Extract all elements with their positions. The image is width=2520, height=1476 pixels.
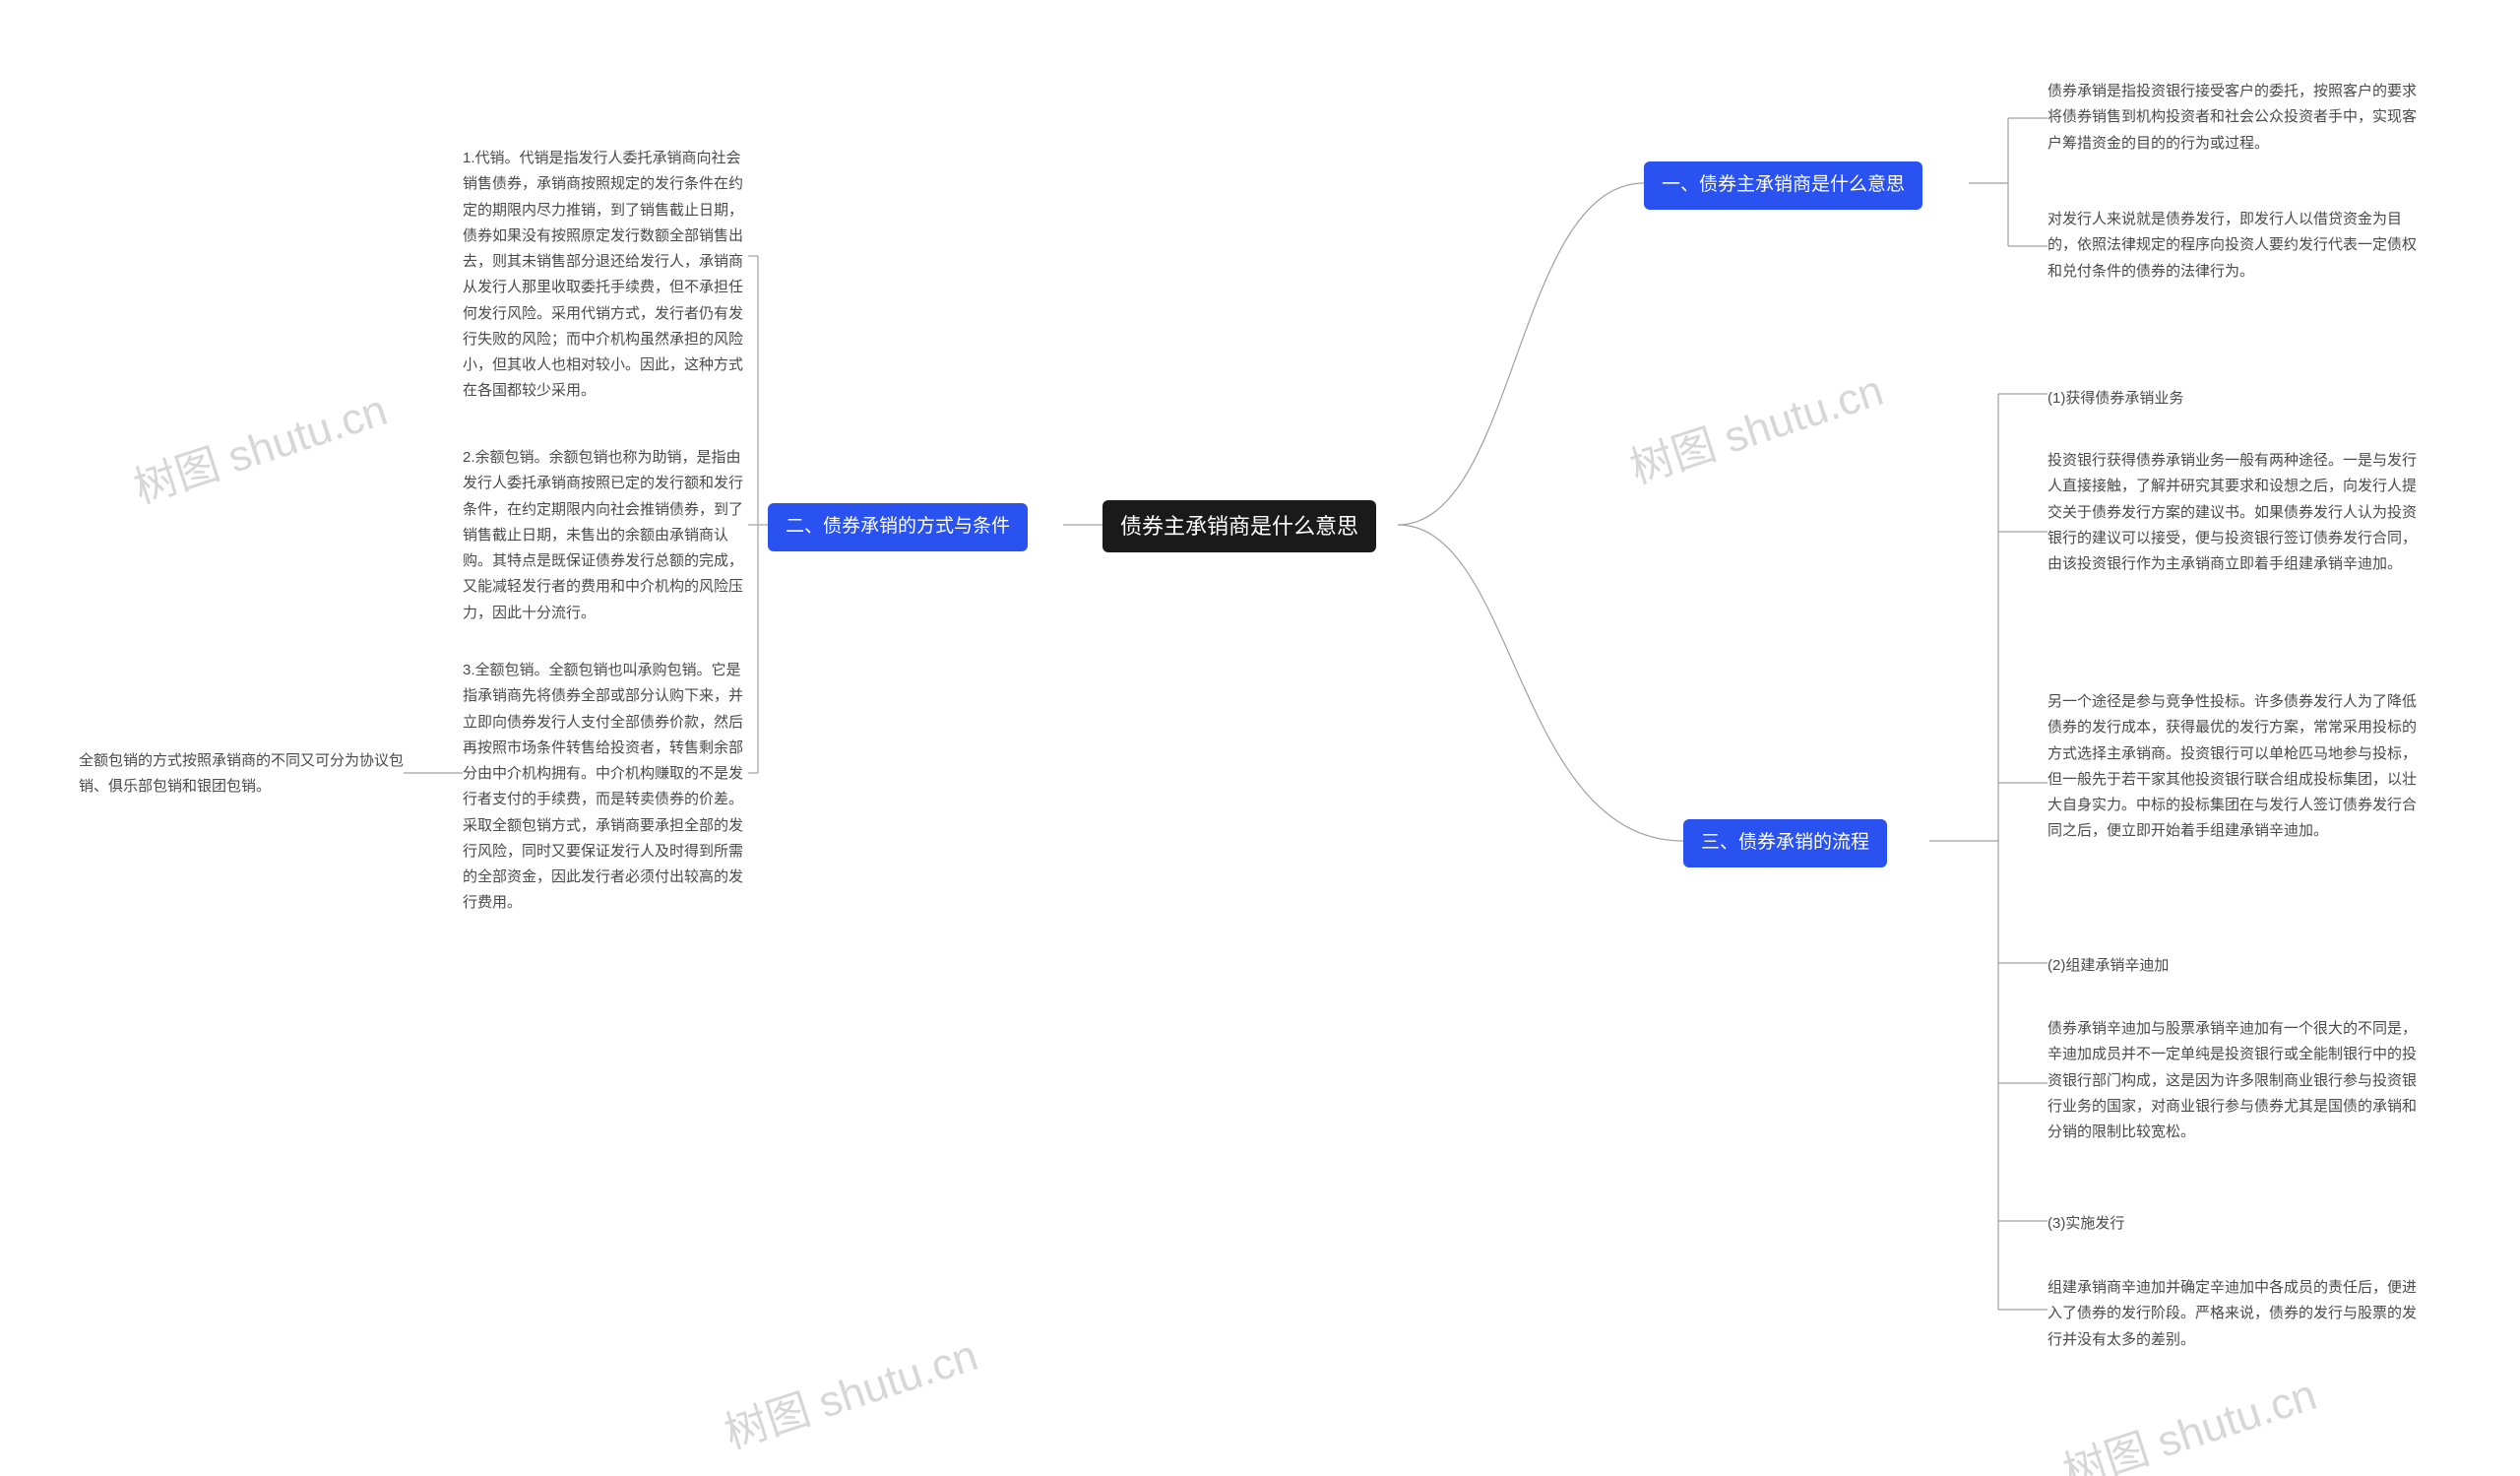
watermark: 树图 shutu.cn: [716, 1319, 984, 1460]
branch-1-leaf-1: 债券承销是指投资银行接受客户的委托，按照客户的要求将债券销售到机构投资者和社会公…: [2048, 79, 2422, 157]
branch-2-leaf-3-sub: 全额包销的方式按照承销商的不同又可分为协议包销、俱乐部包销和银团包销。: [79, 748, 404, 801]
branch-1-leaf-2: 对发行人来说就是债券发行，即发行人以借贷资金为目的，依照法律规定的程序向投资人要…: [2048, 207, 2422, 285]
root-node[interactable]: 债券主承销商是什么意思: [1102, 500, 1376, 552]
branch-3-leaf-4: (2)组建承销辛迪加: [2048, 953, 2422, 979]
branch-2-leaf-1: 1.代销。代销是指发行人委托承销商向社会销售债券，承销商按照规定的发行条件在约定…: [463, 146, 748, 405]
branch-3[interactable]: 三、债券承销的流程: [1683, 819, 1887, 867]
watermark: 树图 shutu.cn: [125, 374, 394, 515]
mindmap-canvas: 债券主承销商是什么意思 一、债券主承销商是什么意思 债券承销是指投资银行接受客户…: [0, 0, 2520, 1476]
watermark: 树图 shutu.cn: [1621, 354, 1890, 495]
branch-1[interactable]: 一、债券主承销商是什么意思: [1644, 161, 1922, 210]
branch-3-leaf-2: 投资银行获得债券承销业务一般有两种途径。一是与发行人直接接触，了解并研究其要求和…: [2048, 448, 2422, 577]
branch-3-leaf-6: (3)实施发行: [2048, 1211, 2422, 1237]
branch-2-leaf-2: 2.余额包销。余额包销也称为助销，是指由发行人委托承销商按照已定的发行额和发行条…: [463, 445, 748, 626]
branch-3-leaf-3: 另一个途径是参与竞争性投标。许多债券发行人为了降低债券的发行成本，获得最优的发行…: [2048, 689, 2422, 845]
branch-2-leaf-3: 3.全额包销。全额包销也叫承购包销。它是指承销商先将债券全部或部分认购下来，并立…: [463, 658, 748, 917]
branch-3-leaf-5: 债券承销辛迪加与股票承销辛迪加有一个很大的不同是，辛迪加成员并不一定单纯是投资银…: [2048, 1016, 2422, 1145]
branch-3-leaf-1: (1)获得债券承销业务: [2048, 386, 2422, 412]
branch-2[interactable]: 二、债券承销的方式与条件: [768, 503, 1028, 551]
watermark: 树图 shutu.cn: [2054, 1359, 2323, 1476]
branch-3-leaf-7: 组建承销商辛迪加并确定辛迪加中各成员的责任后，便进入了债券的发行阶段。严格来说，…: [2048, 1275, 2422, 1353]
